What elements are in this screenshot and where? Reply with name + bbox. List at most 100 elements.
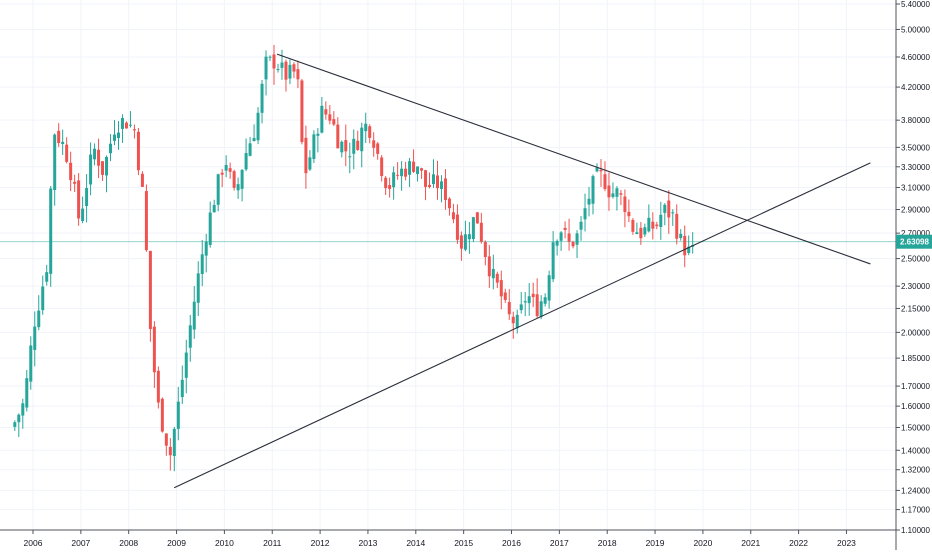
candle-up (204, 241, 208, 256)
candle-down (336, 124, 340, 149)
x-tick-label: 2014 (406, 538, 425, 548)
candle-up (316, 133, 320, 136)
candle-down (69, 162, 73, 181)
candle-down (156, 370, 160, 403)
candle-up (439, 181, 443, 189)
candle-down (356, 140, 360, 150)
candle-down (272, 54, 276, 69)
candle-up (53, 134, 57, 191)
candle-down (451, 212, 455, 220)
y-tick-label: 3.80000 (901, 116, 930, 125)
y-tick-label: 2.90000 (901, 206, 930, 215)
candle-down (140, 173, 144, 187)
x-tick-label: 2006 (24, 538, 43, 548)
candle-up (268, 56, 272, 58)
y-tick-label: 3.30000 (901, 163, 930, 172)
candle-down (384, 177, 388, 189)
grid (0, 0, 896, 531)
candle-down (420, 168, 424, 171)
candle-down (503, 292, 507, 300)
x-tick-label: 2021 (741, 538, 760, 548)
x-tick-label: 2010 (215, 538, 234, 548)
candle-down (475, 212, 479, 224)
current-price-label: 2.63098 (900, 238, 929, 247)
candle-up (212, 204, 216, 213)
candle-up (659, 214, 663, 228)
candle-down (563, 227, 567, 230)
candle-down (73, 181, 77, 184)
candle-up (679, 233, 683, 239)
candle-up (587, 198, 591, 205)
trendlines (173, 53, 871, 489)
candle-up (312, 134, 316, 159)
y-tick-label: 2.50000 (901, 255, 930, 264)
candle-up (471, 217, 475, 240)
candle-up (200, 254, 204, 274)
candle-down (220, 172, 224, 175)
candle-up (21, 403, 25, 416)
candle-down (380, 157, 384, 177)
candle-down (511, 316, 515, 324)
candle-down (455, 214, 459, 240)
candle-up (392, 172, 396, 188)
x-tick-label: 2017 (550, 538, 569, 548)
candle-up (643, 227, 647, 235)
candle-down (396, 174, 400, 176)
candle-down (535, 294, 539, 317)
candle-up (105, 156, 109, 176)
candle-up (523, 301, 527, 303)
candle-down (168, 446, 172, 456)
candle-down (631, 219, 635, 232)
candle-down (507, 302, 511, 315)
candle-down (499, 280, 503, 297)
x-tick-label: 2009 (167, 538, 186, 548)
candle-down (459, 235, 463, 249)
x-tick-label: 2011 (263, 538, 282, 548)
candle-up (519, 304, 523, 311)
candle-up (348, 156, 352, 158)
y-axis: 5.40000 5.00000 4.60000 4.20000 3.80000 3.500… (895, 0, 930, 550)
x-tick-label: 2016 (502, 538, 521, 548)
candle-down (639, 227, 643, 239)
candle-up (248, 143, 252, 156)
candle-down (124, 122, 128, 129)
candle-up (400, 168, 404, 177)
candle-up (615, 188, 619, 197)
candle-up (288, 64, 292, 79)
candle-down (296, 69, 300, 80)
candle-up (93, 148, 97, 160)
y-tick-label: 1.10000 (901, 526, 930, 535)
y-tick-label: 1.70000 (901, 382, 930, 391)
candle-up (320, 105, 324, 133)
candle-up (188, 325, 192, 348)
candle-up (216, 174, 220, 205)
candle-down (404, 168, 408, 177)
y-tick-label: 2.30000 (901, 282, 930, 291)
candle-down (531, 293, 535, 298)
candle-up (176, 401, 180, 429)
candle-down (332, 119, 336, 125)
candle-down (328, 114, 332, 121)
x-tick-label: 2015 (454, 538, 473, 548)
candle-down (144, 191, 148, 251)
candle-up (308, 157, 312, 170)
candle-up (29, 345, 33, 382)
candle-up (264, 56, 268, 80)
candle-up (17, 414, 21, 423)
candle-up (611, 193, 615, 197)
candle-up (120, 118, 124, 129)
trendline-upper-descending (276, 53, 871, 265)
candle-up (37, 310, 41, 328)
candle-down (424, 170, 428, 187)
y-tick-label: 1.32000 (901, 466, 930, 475)
candle-up (109, 143, 113, 154)
candle-down (655, 224, 659, 227)
x-tick-label: 2012 (311, 538, 330, 548)
candle-up (340, 141, 344, 153)
candle-up (280, 62, 284, 68)
y-tick-label: 5.40000 (901, 0, 930, 9)
candle-up (591, 176, 595, 204)
y-tick-label: 1.60000 (901, 402, 930, 411)
candle-down (487, 256, 491, 277)
